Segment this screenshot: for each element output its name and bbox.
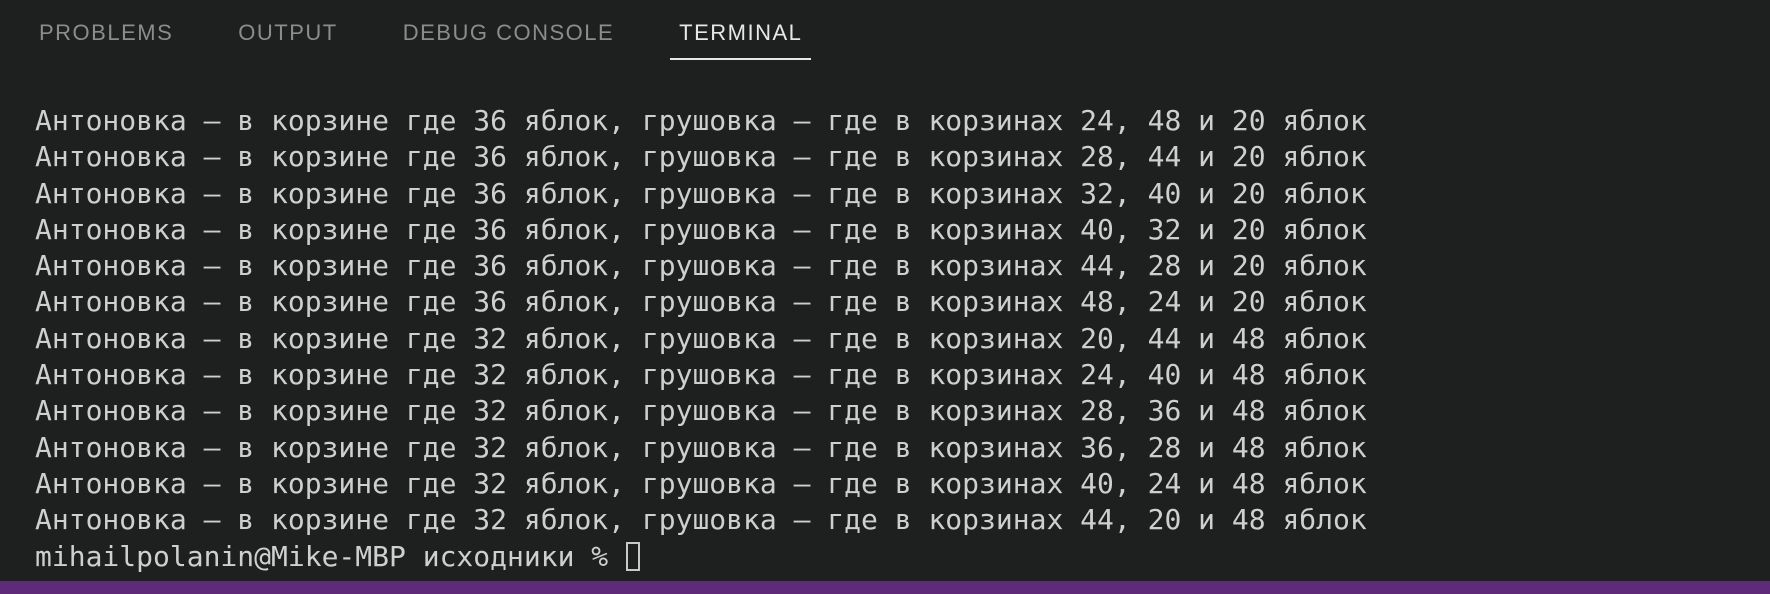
terminal-prompt-line: mihailpolanin@Mike-MBP исходники % <box>35 539 1770 575</box>
terminal-output-line: Антоновка — в корзине где 36 яблок, груш… <box>35 249 1367 283</box>
panel-tab[interactable]: PROBLEMS <box>30 0 182 60</box>
panel-tab-label: PROBLEMS <box>39 20 174 45</box>
terminal[interactable]: Антоновка — в корзине где 36 яблок, груш… <box>0 60 1770 575</box>
panel-tab[interactable]: DEBUG CONSOLE <box>394 0 623 60</box>
status-bar <box>0 581 1770 594</box>
panel-tab[interactable]: OUTPUT <box>229 0 346 60</box>
panel-tab-bar: PROBLEMS OUTPUT DEBUG CONSOLE TERMINAL <box>0 0 1770 60</box>
terminal-output-line: Антоновка — в корзине где 32 яблок, груш… <box>35 358 1367 392</box>
terminal-output-line: Антоновка — в корзине где 36 яблок, груш… <box>35 140 1367 174</box>
shell-prompt: mihailpolanin@Mike-MBP исходники % <box>35 539 626 573</box>
terminal-output-line: Антоновка — в корзине где 32 яблок, груш… <box>35 394 1367 428</box>
terminal-output: Антоновка — в корзине где 36 яблок, груш… <box>35 103 1770 539</box>
terminal-output-line: Антоновка — в корзине где 32 яблок, груш… <box>35 430 1367 464</box>
terminal-output-line: Антоновка — в корзине где 36 яблок, груш… <box>35 212 1367 246</box>
terminal-output-line: Антоновка — в корзине где 36 яблок, груш… <box>35 104 1367 137</box>
terminal-output-line: Антоновка — в корзине где 32 яблок, груш… <box>35 466 1367 500</box>
panel-tab-label: OUTPUT <box>238 20 338 45</box>
panel-tab-label: TERMINAL <box>679 20 803 45</box>
terminal-output-line: Антоновка — в корзине где 36 яблок, груш… <box>35 176 1367 210</box>
panel-tab[interactable]: TERMINAL <box>670 0 812 60</box>
panel-tab-label: DEBUG CONSOLE <box>402 20 615 45</box>
terminal-output-line: Антоновка — в корзине где 32 яблок, груш… <box>35 321 1367 355</box>
terminal-output-line: Антоновка — в корзине где 32 яблок, груш… <box>35 503 1367 537</box>
terminal-output-line: Антоновка — в корзине где 36 яблок, груш… <box>35 285 1367 319</box>
terminal-cursor <box>626 542 641 572</box>
